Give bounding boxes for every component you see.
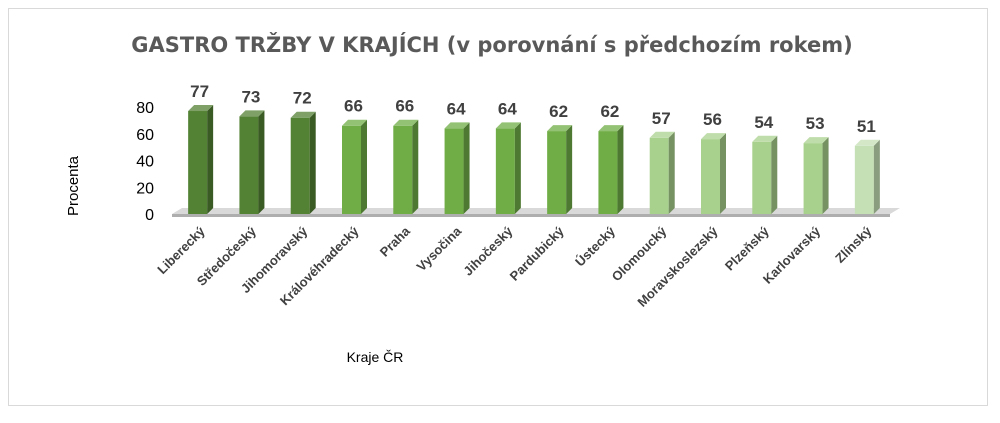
- bar-top: [803, 137, 829, 144]
- bar-top: [854, 139, 880, 146]
- x-axis-label: Kraje ČR: [347, 349, 404, 365]
- bar-front: [495, 128, 515, 214]
- bar: [547, 125, 573, 214]
- bar-side: [720, 133, 726, 214]
- data-label: 62: [549, 102, 568, 121]
- bar-front: [752, 141, 772, 214]
- bar: [495, 122, 521, 214]
- y-axis-label: Procenta: [65, 155, 82, 216]
- bar-top: [649, 131, 675, 138]
- bar-top: [342, 119, 367, 126]
- bar-side: [309, 111, 316, 214]
- bar-side: [668, 131, 675, 214]
- bar-front: [649, 137, 669, 214]
- y-tick-label: 60: [136, 127, 154, 144]
- bar-side: [822, 137, 829, 214]
- bar: [649, 131, 675, 214]
- bar-front: [342, 125, 361, 214]
- data-label: 57: [652, 109, 671, 128]
- bar-top: [393, 119, 419, 126]
- bar-front: [290, 117, 310, 214]
- x-tick-label: Pardubický: [507, 223, 568, 284]
- data-label: 72: [293, 89, 312, 108]
- bar-top: [239, 110, 265, 117]
- bar-front: [547, 131, 567, 214]
- bar-side: [361, 119, 367, 214]
- bar-front: [598, 131, 618, 214]
- data-label: 56: [703, 110, 722, 129]
- bar-side: [514, 122, 521, 214]
- y-axis-ticks: 0 20 40 60 80: [136, 100, 154, 224]
- bar: [803, 137, 829, 214]
- bar: [854, 139, 880, 214]
- y-tick-label: 0: [145, 207, 154, 224]
- data-label: 77: [190, 82, 209, 101]
- bar-front: [701, 139, 720, 214]
- chart-title: GASTRO TRŽBY V KRAJÍCH (v porovnání s př…: [131, 32, 853, 57]
- bars: [188, 105, 880, 214]
- bar: [598, 125, 624, 214]
- data-label: 64: [447, 99, 466, 118]
- bar-side: [771, 135, 778, 214]
- bar-side: [412, 119, 419, 214]
- x-axis-ticks: LibereckýStředočeskýJihomoravskýKrálovéh…: [154, 223, 875, 310]
- data-label: 54: [754, 113, 773, 132]
- data-label: 64: [498, 99, 517, 118]
- bar-front: [239, 116, 259, 214]
- bar-top: [598, 125, 624, 132]
- bar: [342, 119, 367, 214]
- chart-floor: [172, 208, 900, 217]
- bar-top: [290, 111, 316, 118]
- bar-top: [752, 135, 778, 142]
- y-tick-label: 80: [136, 100, 154, 117]
- bar: [188, 105, 214, 214]
- bar: [239, 110, 265, 214]
- bar-side: [873, 139, 880, 214]
- y-tick-label: 40: [136, 154, 154, 171]
- x-tick-label: Vysočina: [414, 223, 465, 274]
- bar-front: [803, 143, 823, 214]
- bar-side: [617, 125, 624, 214]
- bar-side: [207, 105, 214, 214]
- x-tick-label: Praha: [377, 223, 414, 260]
- bar-side: [463, 122, 470, 214]
- bar-top: [495, 122, 521, 129]
- data-label: 62: [600, 102, 619, 121]
- bar-top: [188, 105, 214, 112]
- floor-top: [172, 208, 900, 214]
- y-tick-label: 20: [136, 180, 154, 197]
- bar-front: [393, 125, 413, 214]
- bar: [444, 122, 470, 214]
- x-tick-label: Jihočeský: [460, 223, 516, 279]
- x-tick-label: Plzeňský: [722, 223, 772, 273]
- data-labels: 77 73 72 66 66 64 64 62 62 57 56 54 53 51: [190, 82, 876, 136]
- x-tick-label: Zlínský: [832, 223, 875, 266]
- data-label: 73: [241, 87, 260, 106]
- bar-top: [444, 122, 470, 129]
- bar-front: [854, 145, 874, 214]
- bar-top: [547, 125, 573, 132]
- x-tick-label: Ústecký: [572, 223, 618, 269]
- bar-top: [701, 133, 726, 140]
- bar: [393, 119, 419, 214]
- x-tick-label: Liberecký: [154, 223, 208, 277]
- bar-side: [258, 110, 265, 214]
- data-label: 51: [857, 117, 876, 136]
- bar-front: [444, 128, 464, 214]
- data-label: 66: [344, 97, 363, 116]
- floor-front: [172, 214, 890, 217]
- bar: [701, 133, 726, 214]
- bar-front: [188, 111, 208, 214]
- bar-side: [566, 125, 573, 214]
- data-label: 66: [395, 97, 414, 116]
- data-label: 53: [806, 114, 825, 133]
- bar: [290, 111, 316, 214]
- bar: [752, 135, 778, 214]
